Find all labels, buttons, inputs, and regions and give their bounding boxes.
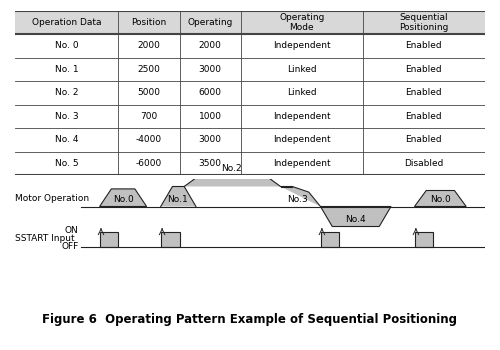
Text: Operating: Operating	[188, 18, 232, 27]
Polygon shape	[320, 232, 340, 246]
Text: No.4: No.4	[346, 215, 366, 224]
Polygon shape	[320, 206, 391, 226]
Text: 3000: 3000	[198, 65, 222, 74]
Polygon shape	[414, 232, 434, 246]
Text: Enabled: Enabled	[406, 41, 442, 50]
Text: Motor Operation: Motor Operation	[15, 194, 89, 203]
Text: -4000: -4000	[136, 135, 162, 144]
Text: Enabled: Enabled	[406, 135, 442, 144]
Text: 700: 700	[140, 112, 158, 121]
Text: 2000: 2000	[138, 41, 160, 50]
Text: No. 4: No. 4	[55, 135, 78, 144]
Text: No.3: No.3	[286, 195, 308, 204]
Text: No.1: No.1	[167, 195, 188, 204]
Text: Linked: Linked	[287, 65, 316, 74]
Text: -6000: -6000	[136, 159, 162, 168]
Text: 3500: 3500	[198, 159, 222, 168]
Text: ON: ON	[64, 226, 78, 235]
Text: Independent: Independent	[273, 159, 330, 168]
Polygon shape	[160, 232, 180, 246]
Text: 5000: 5000	[138, 88, 160, 97]
Text: Independent: Independent	[273, 112, 330, 121]
Text: Independent: Independent	[273, 41, 330, 50]
Text: 3000: 3000	[198, 135, 222, 144]
Polygon shape	[160, 187, 196, 206]
Text: No. 2: No. 2	[55, 88, 78, 97]
Text: OFF: OFF	[61, 242, 78, 251]
Text: No.2: No.2	[221, 164, 242, 173]
Text: Enabled: Enabled	[406, 65, 442, 74]
Text: No. 5: No. 5	[55, 159, 78, 168]
Text: Figure 6  Operating Pattern Example of Sequential Positioning: Figure 6 Operating Pattern Example of Se…	[42, 313, 458, 326]
Text: Sequential
Positioning: Sequential Positioning	[399, 13, 448, 32]
Text: 2000: 2000	[198, 41, 222, 50]
Text: 6000: 6000	[198, 88, 222, 97]
Text: No. 0: No. 0	[55, 41, 78, 50]
Polygon shape	[100, 189, 146, 206]
Text: Operation Data: Operation Data	[32, 18, 102, 27]
Polygon shape	[100, 232, 118, 246]
Text: 1000: 1000	[198, 112, 222, 121]
Text: No.0: No.0	[112, 195, 134, 204]
Text: Enabled: Enabled	[406, 112, 442, 121]
Text: SSTART Input: SSTART Input	[15, 234, 74, 243]
Bar	[15, 10, 485, 34]
Text: Operating
Mode: Operating Mode	[279, 13, 324, 32]
Text: 2500: 2500	[138, 65, 160, 74]
Polygon shape	[184, 175, 280, 187]
Text: Independent: Independent	[273, 135, 330, 144]
Text: Position: Position	[132, 18, 166, 27]
Polygon shape	[280, 187, 320, 206]
Text: Enabled: Enabled	[406, 88, 442, 97]
Polygon shape	[414, 190, 466, 206]
Text: No. 1: No. 1	[55, 65, 78, 74]
Text: Linked: Linked	[287, 88, 316, 97]
Text: No.0: No.0	[430, 195, 450, 204]
Text: No. 3: No. 3	[55, 112, 78, 121]
Text: Disabled: Disabled	[404, 159, 444, 168]
